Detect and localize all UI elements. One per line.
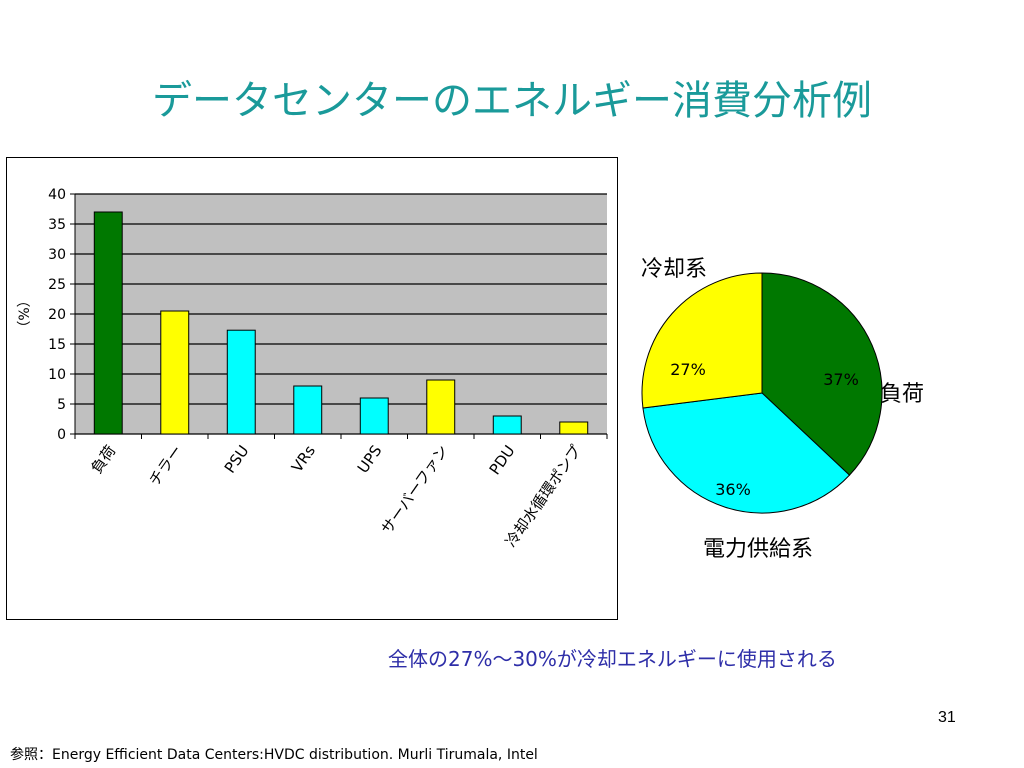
y-tick-label: 40	[48, 187, 66, 203]
pie-slice-2	[641, 272, 763, 409]
pie-value-label: 36%	[715, 480, 751, 499]
pie-chart: 37% 負荷 36% 電力供給系 27% 冷却系	[632, 250, 972, 570]
y-tick-label: 20	[48, 307, 66, 323]
bar-7	[559, 421, 589, 435]
bar-chart: 0 5 10 15 20 25 30 35 40 （%） 負荷 チラー PSU VRs UPS サーバーファン…	[6, 157, 618, 620]
pie-slice-label: 冷却系	[641, 257, 707, 282]
bar-chart-svg: 0 5 10 15 20 25 30 35 40 （%） 負荷 チラー PSU VRs UPSサーバーファン…	[17, 187, 608, 550]
page-number: 31	[938, 709, 956, 726]
bar-3	[293, 385, 323, 435]
y-tick-label: 10	[48, 367, 66, 383]
category-label: チラー	[145, 442, 186, 489]
pie-value-label: 27%	[670, 360, 706, 379]
bar-4	[359, 397, 389, 435]
bar-2	[226, 329, 256, 435]
y-axis-label: （%）	[17, 293, 33, 334]
slide-title: データセンターのエネルギー消費分析例	[152, 78, 872, 124]
category-label: UPS	[354, 442, 386, 477]
y-tick-label: 25	[48, 277, 66, 293]
category-label: サーバーファン	[378, 442, 452, 537]
y-tick-label: 30	[48, 247, 66, 263]
pie-chart-svg: 37% 負荷 36% 電力供給系 27% 冷却系	[641, 257, 924, 562]
y-tick-label: 0	[57, 427, 66, 443]
pie-slice-label: 電力供給系	[703, 537, 813, 562]
pie-slice-1	[642, 392, 851, 514]
y-tick-label: 35	[48, 217, 66, 233]
bar-5	[426, 379, 456, 435]
category-label: PSU	[221, 442, 253, 477]
pie-slice-label: 負荷	[880, 382, 924, 407]
pie-value-label: 37%	[823, 370, 859, 389]
bar-6	[492, 415, 522, 435]
pie-slice-0	[761, 272, 883, 476]
bar-1	[160, 310, 190, 435]
summary-note: 全体の27%～30%が冷却エネルギーに使用される	[388, 647, 837, 671]
category-label: VRs	[288, 442, 319, 476]
y-tick-label: 15	[48, 337, 66, 353]
source-reference: 参照：Energy Efficient Data Centers:HVDC di…	[10, 747, 538, 763]
category-label: PDU	[486, 442, 519, 478]
y-tick-label: 5	[57, 397, 66, 413]
category-label: 負荷	[88, 442, 120, 477]
bar-0	[93, 211, 123, 435]
